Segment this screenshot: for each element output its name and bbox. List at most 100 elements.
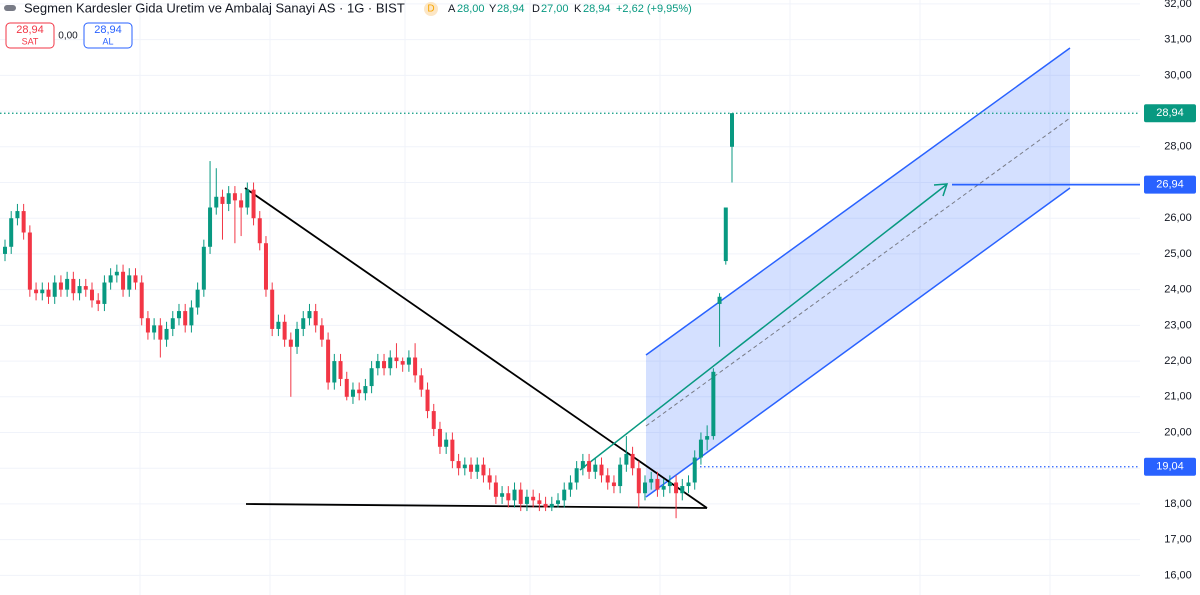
candle-body [698,439,703,458]
candle-body [369,368,374,387]
candle-body [723,207,728,262]
candle-body [531,496,536,501]
candle-body [58,282,63,290]
candle-body [27,232,32,290]
candle-body [40,289,45,294]
candle-body [388,357,393,369]
candle-body [493,482,498,497]
candle-body [680,486,685,494]
trendline [245,503,708,509]
candle-body [450,439,455,462]
candle-body [580,461,585,469]
candle-body [394,357,399,362]
candle-body [605,475,610,483]
y-tick-label: 16,00 [1164,569,1192,581]
y-tick-label: 32,00 [1164,0,1192,10]
candle-body [481,464,486,476]
price-axis [1140,0,1200,595]
ohlc-value: 27,00 [541,3,569,15]
candle-body [543,503,548,508]
candle-body [133,275,138,283]
candle-body [537,500,542,504]
candle-body [425,389,430,412]
candle-body [587,461,592,472]
price-label: 26,94 [1156,179,1184,191]
candle-body [556,500,561,504]
candle-body [357,389,362,394]
candle-body [319,325,324,340]
change: +2,62 (+9,95%) [616,3,692,15]
candle-body [419,375,424,390]
ohlc-key: A [448,3,456,15]
arrow-head [933,183,949,197]
arrow [579,184,947,471]
candle-body [562,489,567,501]
ohlc-key: D [532,3,540,15]
sell-label: SAT [22,36,39,46]
candle-body [139,282,144,319]
y-tick-label: 26,00 [1164,212,1192,224]
candle-body [655,478,660,490]
symbol-icon [4,5,16,11]
price-label-bg [1144,104,1196,123]
candle-body [643,482,648,494]
candle-body [288,339,293,347]
ohlc-key: Y [489,3,497,15]
candle-body [245,189,250,208]
candle-body [3,246,7,254]
candle-body [717,296,722,304]
candle-body [413,357,418,376]
candle-body [201,246,206,290]
badge-bg [424,2,438,16]
candle-body [251,189,256,219]
candle-body [406,357,411,365]
badge: D [427,4,434,15]
y-tick-label: 25,00 [1164,248,1192,260]
channel-top [645,47,1071,356]
candle-body [711,371,716,437]
price-label: 28,94 [1156,107,1184,119]
candle-body [183,311,188,326]
candle-body [301,318,306,329]
candle-body [220,196,225,204]
buy-price: 28,94 [94,24,122,36]
y-tick-label: 31,00 [1164,34,1192,46]
candle-body [375,361,380,369]
candle-body [164,328,169,340]
candle-body [145,318,150,333]
buy-button[interactable] [83,22,133,49]
candle-body [618,464,623,487]
y-tick-label: 17,00 [1164,534,1192,546]
candle-body [127,275,132,290]
candle-body [158,325,163,340]
candle-body [705,436,710,440]
candle-body [518,489,523,504]
candle-body [270,289,275,329]
candle-body [549,503,554,508]
ohlc-key: K [574,3,582,15]
candle-body [599,464,604,476]
candle-body [332,361,337,383]
candle-body [674,482,679,494]
candle-body [214,196,219,208]
sell-button[interactable] [5,22,55,49]
drawings [244,47,1071,509]
candle-body [89,289,94,301]
candle-body [282,321,287,340]
candle-body [512,489,517,501]
candle-body [263,243,268,290]
candle-body [46,289,51,297]
candle-body [71,278,76,294]
y-tick-label: 22,00 [1164,355,1192,367]
candle-body [431,411,436,429]
candle-body [661,486,666,490]
ohlc-value: 28,94 [497,3,525,15]
candle-body [83,286,88,290]
candle-body [686,482,691,487]
y-tick-label: 18,00 [1164,498,1192,510]
candle-body [77,286,82,294]
candle-body [350,389,355,397]
y-tick-label: 24,00 [1164,284,1192,296]
sell-price: 28,94 [16,24,44,36]
